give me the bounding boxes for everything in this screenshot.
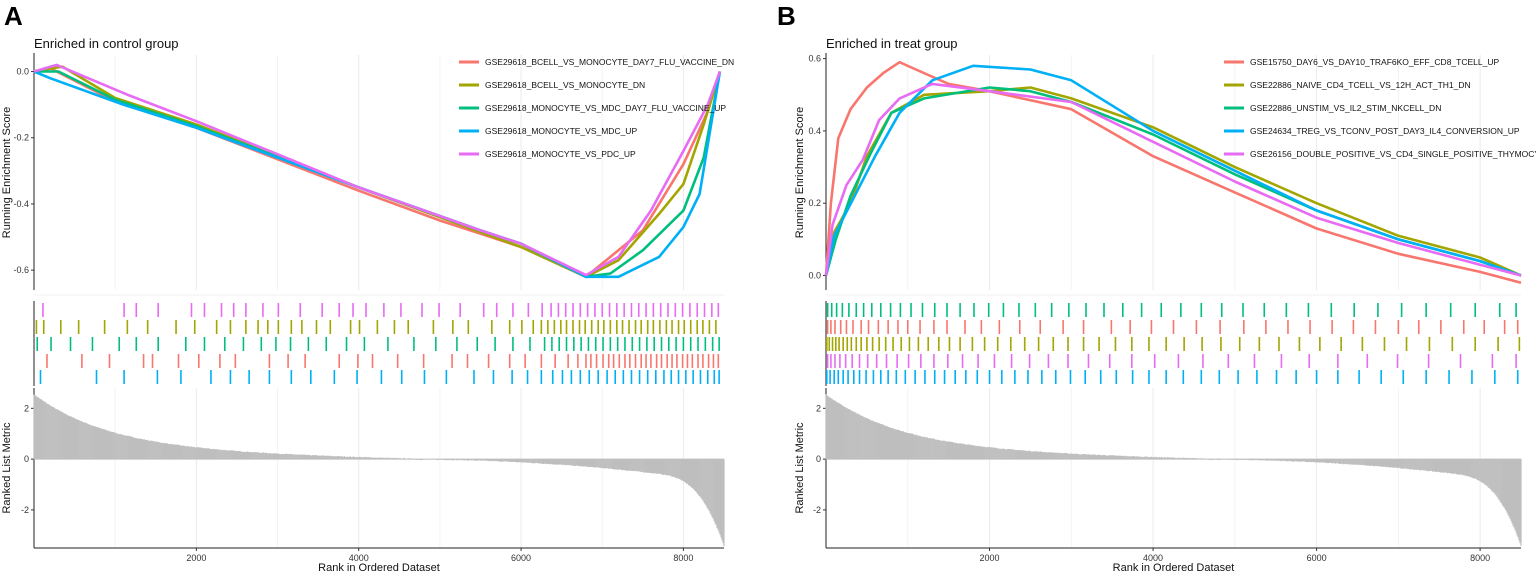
chart-title: Enriched in treat group — [826, 36, 958, 51]
y-tick-label: -0.6 — [13, 265, 29, 275]
legend-label: GSE22886_NAIVE_CD4_TCELL_VS_12H_ACT_TH1_… — [1250, 80, 1471, 90]
y-axis-label: Running Enrichment Score — [794, 107, 806, 238]
y-tick-label: 0.0 — [16, 67, 29, 77]
legend-label: GSE26156_DOUBLE_POSITIVE_VS_CD4_SINGLE_P… — [1250, 149, 1536, 159]
hits-5 — [826, 354, 1517, 368]
metric-tick-label: -2 — [813, 505, 821, 515]
x-axis-label: Rank in Ordered Dataset — [318, 562, 440, 572]
hits-1 — [46, 354, 720, 368]
y-tick-label: 0.4 — [808, 126, 821, 136]
metric-tick-label: 0 — [24, 454, 29, 464]
chart-title: Enriched in control group — [34, 36, 179, 51]
series-line-5 — [33, 63, 722, 277]
hits-5 — [42, 303, 720, 317]
legend: GSE29618_BCELL_VS_MONOCYTE_DAY7_FLU_VACC… — [459, 57, 734, 159]
metric-tick-label: 0 — [816, 454, 821, 464]
legend-label: GSE29618_MONOCYTE_VS_MDC_DAY7_FLU_VACCIN… — [485, 103, 726, 113]
ranked-metric-bars — [825, 394, 1522, 546]
y-tick-label: 0.6 — [808, 54, 821, 64]
panel-letter: B — [777, 1, 796, 31]
panel-a: A Enriched in control group 0.0 -0.2 -0.4 -0.… — [1, 1, 734, 572]
x-tick-label: 2000 — [186, 553, 206, 563]
legend-label: GSE15750_DAY6_VS_DAY10_TRAF6KO_EFF_CD8_T… — [1250, 57, 1499, 67]
series-line-1 — [824, 60, 1522, 285]
series-line-4 — [824, 64, 1522, 277]
hits-4 — [826, 370, 1519, 384]
x-tick-label: 4000 — [349, 553, 369, 563]
hits-3 — [826, 303, 1517, 317]
legend-label: GSE29618_MONOCYTE_VS_MDC_UP — [485, 126, 637, 136]
x-tick-label: 8000 — [1470, 553, 1490, 563]
x-tick-label: 4000 — [1143, 553, 1163, 563]
series-line-2 — [33, 65, 722, 279]
x-tick-label: 6000 — [1307, 553, 1327, 563]
panel-letter: A — [4, 1, 23, 31]
series-line-2 — [824, 86, 1522, 277]
hits-2 — [35, 320, 717, 334]
grid-lines — [907, 55, 1481, 548]
x-tick-label: 8000 — [673, 553, 693, 563]
legend: GSE15750_DAY6_VS_DAY10_TRAF6KO_EFF_CD8_T… — [1224, 57, 1536, 159]
x-tick-label: 2000 — [980, 553, 1000, 563]
series-line-5 — [824, 82, 1522, 277]
metric-axis-label: Ranked List Metric — [1, 422, 13, 514]
hits-4 — [39, 370, 720, 384]
legend-label: GSE29618_BCELL_VS_MONOCYTE_DN — [485, 80, 645, 90]
hits-3 — [36, 337, 720, 351]
metric-tick-label: -2 — [21, 505, 29, 515]
hits-1 — [826, 320, 1519, 334]
metric-tick-label: 2 — [24, 403, 29, 413]
legend-label: GSE29618_BCELL_VS_MONOCYTE_DAY7_FLU_VACC… — [485, 57, 734, 67]
metric-tick-label: 2 — [816, 403, 821, 413]
ranked-metric-bars — [33, 394, 725, 547]
y-tick-label: -0.4 — [13, 199, 29, 209]
y-tick-label: 0.0 — [808, 271, 821, 281]
hits-2 — [826, 337, 1521, 351]
legend-label: GSE29618_MONOCYTE_VS_PDC_UP — [485, 149, 636, 159]
y-tick-label: -0.2 — [13, 133, 29, 143]
x-axis-label: Rank in Ordered Dataset — [1113, 562, 1235, 572]
legend-label: GSE24634_TREG_VS_TCONV_POST_DAY3_IL4_CON… — [1250, 126, 1520, 136]
x-tick-label: 6000 — [511, 553, 531, 563]
metric-axis-label: Ranked List Metric — [794, 422, 806, 514]
y-tick-label: 0.2 — [808, 198, 821, 208]
panel-b: B Enriched in treat group 0.0 0.2 0.4 0.6 2 0 -2… — [777, 1, 1536, 572]
legend-label: GSE22886_UNSTIM_VS_IL2_STIM_NKCELL_DN — [1250, 103, 1441, 113]
y-axis-label: Running Enrichment Score — [1, 107, 13, 238]
